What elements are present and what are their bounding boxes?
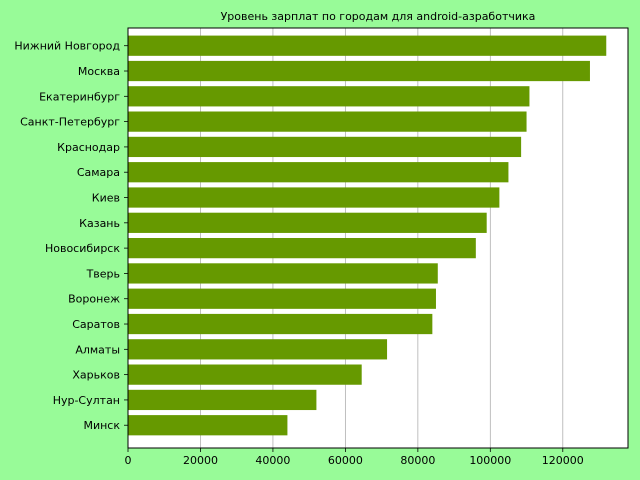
y-tick-label-5: Самара [77, 166, 120, 179]
y-tick-label-1: Москва [78, 65, 120, 78]
y-tick-label-8: Новосибирск [45, 242, 120, 255]
chart-title: Уровень зарплат по городам для android-а… [221, 10, 536, 23]
y-tick-label-14: Нур-Султан [53, 394, 120, 407]
bar-14 [128, 389, 317, 411]
bar-2 [128, 86, 530, 107]
x-tick-label-2: 40000 [255, 454, 290, 467]
x-tick-label-0: 0 [125, 454, 132, 467]
bar-8 [128, 238, 476, 259]
y-axis: Нижний Новгород Москва Екатеринбург Санкт-П… [14, 40, 128, 432]
x-tick-label-3: 60000 [328, 454, 363, 467]
bar-7 [128, 212, 487, 233]
bar-0 [128, 35, 607, 56]
y-tick-label-0: Нижний Новгород [14, 40, 120, 53]
x-tick-label-5: 100000 [469, 454, 511, 467]
y-tick-label-10: Воронеж [68, 293, 120, 306]
x-tick-label-4: 80000 [400, 454, 435, 467]
bar-15 [128, 415, 288, 436]
bar-3 [128, 111, 527, 132]
y-tick-label-4: Краснодар [57, 141, 120, 154]
bar-5 [128, 162, 509, 183]
y-tick-label-9: Тверь [86, 267, 120, 280]
y-tick-label-2: Екатеринбург [39, 90, 120, 103]
bar-12 [128, 339, 388, 360]
y-tick-label-7: Казань [79, 217, 120, 230]
bars [128, 35, 607, 436]
bar-1 [128, 60, 590, 82]
plot-frame [127, 27, 629, 449]
x-tick-label-1: 20000 [183, 454, 218, 467]
y-tick-label-3: Санкт-Петербург [20, 116, 120, 129]
y-tick-label-11: Саратов [72, 318, 120, 331]
x-tick-label-6: 120000 [542, 454, 584, 467]
y-tick-label-12: Алматы [75, 343, 120, 356]
x-axis: 0 20000 40000 60000 80000 100000 120000 [125, 448, 584, 467]
bar-10 [128, 288, 436, 309]
bar-13 [128, 364, 362, 385]
y-tick-label-15: Минск [83, 419, 120, 432]
bar-4 [128, 136, 522, 158]
y-tick-label-6: Киев [92, 192, 120, 205]
bar-6 [128, 187, 500, 208]
y-tick-label-13: Харьков [72, 369, 120, 382]
bar-11 [128, 313, 433, 335]
bar-9 [128, 263, 438, 284]
